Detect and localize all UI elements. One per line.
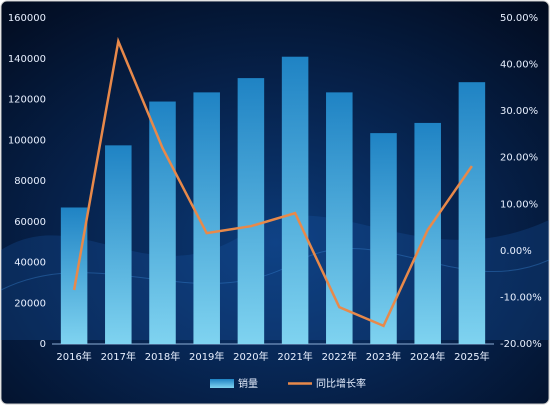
decoration bbox=[1, 215, 549, 340]
y-tick-label: 60000 bbox=[14, 217, 46, 228]
x-tick-label: 2023年 bbox=[366, 350, 401, 363]
x-tick-label: 2025年 bbox=[454, 350, 489, 363]
legend-swatch bbox=[210, 379, 234, 388]
y2-tick-label: 10.00% bbox=[500, 199, 538, 210]
bar bbox=[370, 133, 397, 344]
x-tick-label: 2019年 bbox=[189, 350, 224, 363]
x-tick-label: 2020年 bbox=[233, 350, 268, 363]
y-tick-label: 0 bbox=[40, 339, 46, 350]
x-tick-label: 2017年 bbox=[101, 350, 136, 363]
legend-label: 同比增长率 bbox=[316, 377, 366, 390]
x-tick-label: 2024年 bbox=[410, 350, 445, 363]
y2-tick-label: 50.00% bbox=[500, 13, 538, 24]
legend-label: 销量 bbox=[238, 377, 258, 390]
bar bbox=[458, 82, 486, 345]
bar bbox=[326, 92, 353, 345]
x-tick-label: 2018年 bbox=[145, 350, 180, 363]
y2-tick-label: 20.00% bbox=[500, 153, 538, 164]
bar bbox=[414, 122, 441, 345]
bar bbox=[60, 207, 88, 344]
bar bbox=[149, 101, 176, 344]
y2-tick-label: -20.00% bbox=[500, 339, 542, 350]
y2-tick-label: 40.00% bbox=[500, 60, 538, 71]
y-tick-label: 100000 bbox=[8, 135, 46, 146]
y-tick-label: 120000 bbox=[8, 95, 46, 106]
y-tick-label: 140000 bbox=[8, 54, 46, 65]
y2-tick-label: -10.00% bbox=[500, 292, 542, 303]
bar bbox=[105, 145, 132, 344]
y-tick-label: 160000 bbox=[8, 13, 46, 24]
line bbox=[72, 36, 473, 328]
x-tick-label: 2016年 bbox=[56, 350, 91, 363]
bar bbox=[237, 78, 265, 344]
y-tick-label: 20000 bbox=[14, 298, 46, 309]
x-tick-label: 2022年 bbox=[322, 350, 357, 363]
bar bbox=[193, 92, 220, 345]
bar bbox=[281, 56, 309, 345]
y-tick-label: 40000 bbox=[14, 258, 46, 269]
x-tick-label: 2021年 bbox=[277, 350, 312, 363]
y2-tick-label: 30.00% bbox=[500, 106, 538, 117]
y-tick-label: 80000 bbox=[14, 176, 46, 187]
y2-tick-label: 0.00% bbox=[500, 246, 532, 257]
